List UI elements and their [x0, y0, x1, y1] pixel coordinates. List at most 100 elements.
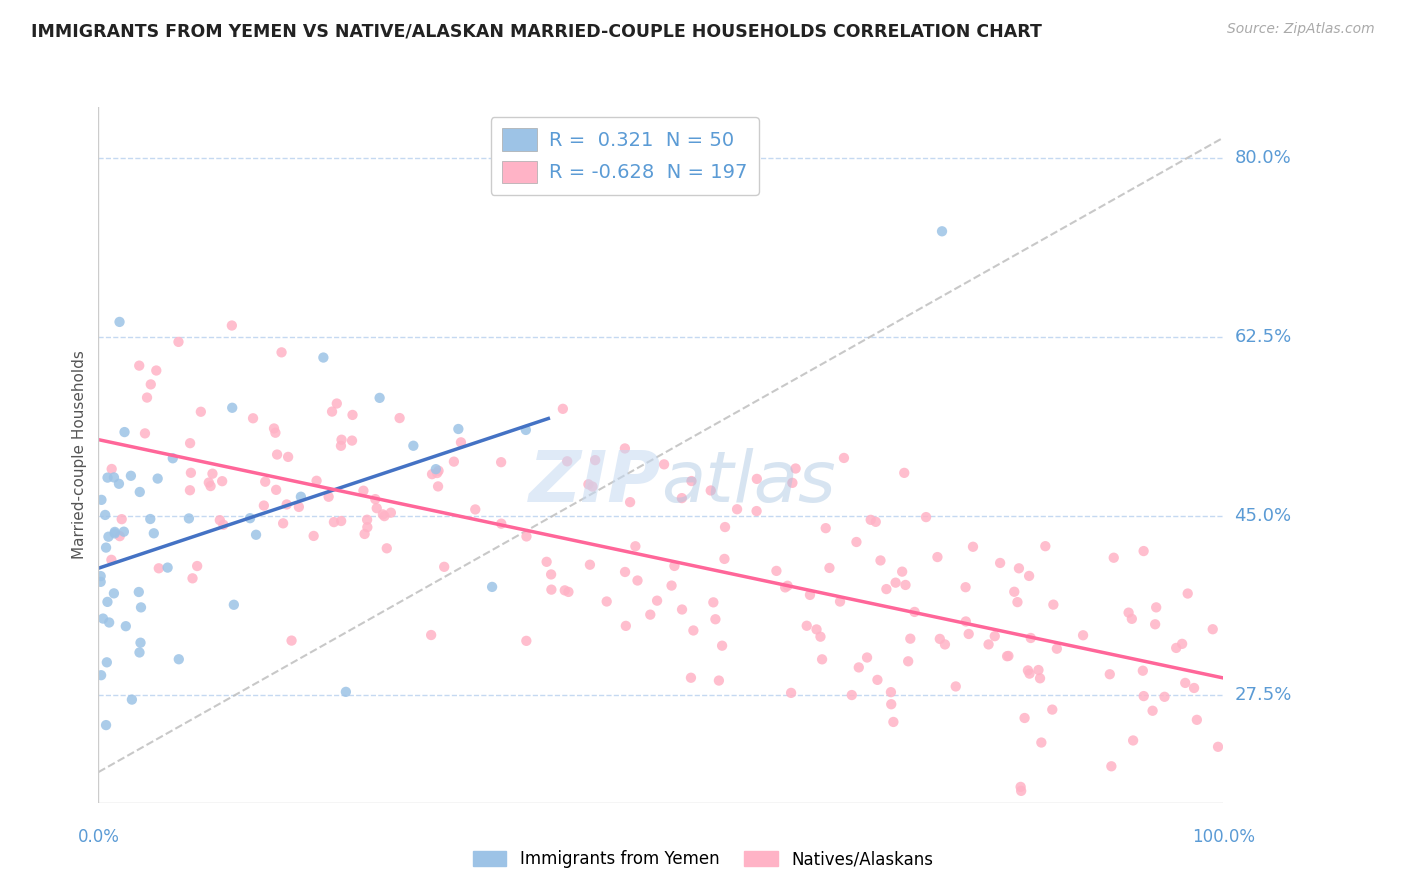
Point: [652, 458, 675, 472]
Point: [681, 474, 703, 488]
Point: [540, 567, 562, 582]
Point: [180, 466, 202, 480]
Point: [108, 315, 131, 329]
Point: [120, 468, 142, 483]
Point: [671, 602, 693, 616]
Point: [145, 363, 167, 377]
Point: [661, 578, 683, 592]
Y-axis label: Married-couple Households: Married-couple Households: [72, 351, 87, 559]
Point: [828, 594, 851, 608]
Point: [1182, 681, 1205, 695]
Point: [128, 585, 150, 599]
Point: [554, 583, 576, 598]
Point: [280, 633, 302, 648]
Point: [1007, 595, 1029, 609]
Point: [450, 435, 472, 450]
Point: [581, 479, 603, 493]
Text: 80.0%: 80.0%: [1234, 149, 1291, 167]
Point: [893, 466, 915, 480]
Point: [540, 582, 562, 597]
Point: [811, 652, 834, 666]
Point: [136, 391, 159, 405]
Point: [707, 673, 730, 688]
Point: [884, 575, 907, 590]
Point: [270, 345, 292, 359]
Point: [745, 472, 768, 486]
Point: [201, 467, 224, 481]
Point: [179, 436, 201, 450]
Point: [1166, 640, 1188, 655]
Point: [271, 516, 294, 531]
Point: [111, 512, 134, 526]
Point: [330, 433, 353, 447]
Point: [186, 559, 208, 574]
Point: [318, 490, 340, 504]
Point: [765, 564, 787, 578]
Point: [312, 351, 335, 365]
Point: [1144, 617, 1167, 632]
Point: [253, 499, 276, 513]
Point: [515, 633, 537, 648]
Point: [433, 559, 456, 574]
Point: [1002, 584, 1025, 599]
Point: [426, 466, 449, 480]
Point: [190, 405, 212, 419]
Point: [353, 527, 375, 541]
Point: [425, 462, 447, 476]
Text: 100.0%: 100.0%: [1192, 828, 1254, 846]
Point: [915, 510, 938, 524]
Point: [96, 470, 118, 484]
Point: [619, 495, 641, 509]
Point: [97, 530, 120, 544]
Point: [373, 509, 395, 524]
Point: [583, 453, 606, 467]
Point: [212, 517, 235, 532]
Point: [796, 619, 818, 633]
Point: [875, 582, 897, 596]
Point: [288, 500, 311, 514]
Point: [806, 623, 828, 637]
Point: [356, 520, 378, 534]
Text: ZIP: ZIP: [529, 449, 661, 517]
Point: [330, 514, 353, 528]
Point: [335, 685, 357, 699]
Point: [104, 524, 127, 539]
Point: [98, 615, 121, 630]
Point: [340, 434, 363, 448]
Point: [420, 467, 443, 482]
Point: [1171, 637, 1194, 651]
Point: [555, 454, 578, 468]
Point: [103, 470, 125, 484]
Point: [1177, 586, 1199, 600]
Point: [1132, 544, 1154, 558]
Point: [402, 439, 425, 453]
Point: [624, 539, 647, 553]
Point: [181, 571, 204, 585]
Point: [90, 668, 112, 682]
Point: [1121, 612, 1143, 626]
Point: [818, 561, 841, 575]
Point: [420, 628, 443, 642]
Point: [443, 455, 465, 469]
Point: [903, 605, 925, 619]
Point: [799, 588, 821, 602]
Point: [664, 558, 686, 573]
Point: [931, 224, 953, 238]
Point: [962, 540, 984, 554]
Point: [714, 520, 737, 534]
Point: [997, 648, 1019, 663]
Point: [114, 619, 136, 633]
Point: [880, 698, 903, 712]
Point: [1174, 676, 1197, 690]
Point: [536, 555, 558, 569]
Point: [128, 359, 150, 373]
Point: [167, 652, 190, 666]
Point: [112, 524, 135, 539]
Point: [427, 479, 450, 493]
Point: [364, 492, 387, 507]
Point: [114, 425, 136, 439]
Point: [882, 714, 904, 729]
Point: [679, 671, 702, 685]
Point: [276, 498, 298, 512]
Point: [330, 439, 353, 453]
